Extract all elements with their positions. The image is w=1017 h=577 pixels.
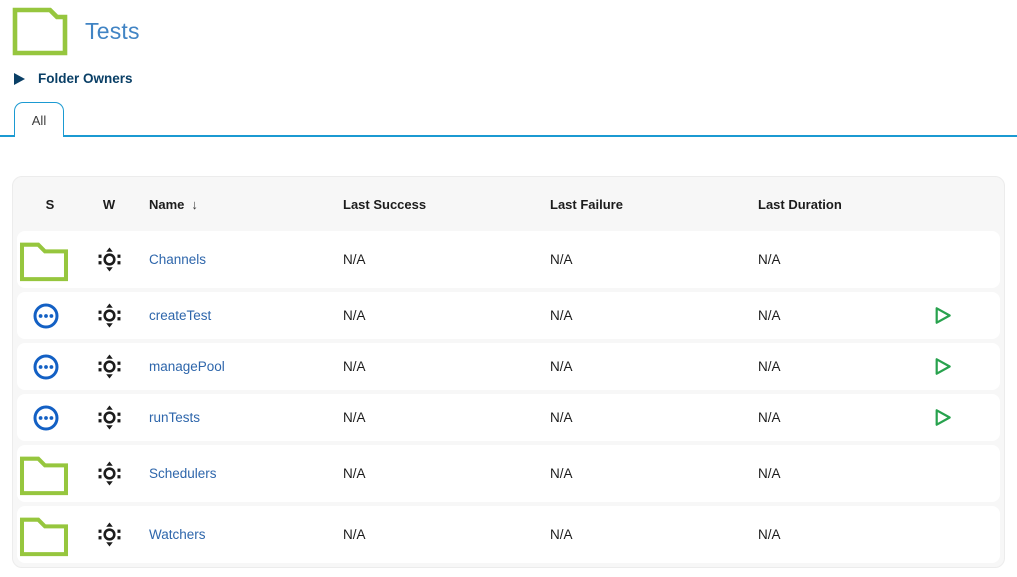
- weather-health-icon: [97, 303, 122, 328]
- run-build-button[interactable]: [928, 405, 955, 430]
- job-link[interactable]: runTests: [149, 410, 201, 425]
- last-failure-value: N/A: [550, 308, 573, 323]
- last-failure-value: N/A: [550, 252, 573, 267]
- table-row-createtest: createTest N/A N/A N/A: [17, 292, 1000, 339]
- last-failure-value: N/A: [550, 527, 573, 542]
- weather-health-icon: [97, 461, 122, 486]
- page-title: Tests: [85, 17, 140, 44]
- last-success-value: N/A: [343, 308, 366, 323]
- table-row-runtests: runTests N/A N/A N/A: [17, 394, 1000, 441]
- play-icon: [928, 405, 955, 430]
- folder-icon[interactable]: [19, 238, 69, 282]
- column-header-weather[interactable]: W: [102, 196, 116, 212]
- table-row-channels: Channels N/A N/A N/A: [17, 231, 1000, 288]
- play-icon: [928, 303, 955, 328]
- job-link[interactable]: Schedulers: [149, 466, 217, 481]
- folder-header: Tests: [0, 0, 1017, 56]
- column-header-name-label: Name: [149, 196, 185, 212]
- job-link[interactable]: Channels: [149, 252, 207, 267]
- job-link[interactable]: createTest: [149, 308, 212, 323]
- last-failure-value: N/A: [550, 466, 573, 481]
- table-header-row: S W Name ↓ Last Success Last Failure Las…: [17, 181, 1000, 227]
- column-header-name[interactable]: Name ↓: [135, 197, 335, 212]
- expand-arrow-icon: [14, 72, 25, 85]
- table-row-watchers: Watchers N/A N/A N/A: [17, 506, 1000, 563]
- last-duration-value: N/A: [758, 527, 781, 542]
- never-built-ellipsis-circle-icon[interactable]: [32, 302, 60, 330]
- tab-all[interactable]: All: [14, 102, 64, 137]
- table-row-managepool: managePool N/A N/A N/A: [17, 343, 1000, 390]
- tab-all-label: All: [31, 112, 47, 128]
- jobs-table: S W Name ↓ Last Success Last Failure Las…: [12, 176, 1005, 568]
- column-header-status[interactable]: S: [45, 196, 55, 212]
- last-duration-value: N/A: [758, 359, 781, 374]
- job-link[interactable]: Watchers: [149, 527, 206, 542]
- play-icon: [928, 354, 955, 379]
- last-duration-value: N/A: [758, 252, 781, 267]
- folder-icon: [12, 6, 68, 56]
- last-duration-value: N/A: [758, 410, 781, 425]
- run-build-button[interactable]: [928, 354, 955, 379]
- last-failure-value: N/A: [550, 359, 573, 374]
- column-header-last-duration[interactable]: Last Duration: [758, 196, 842, 212]
- never-built-ellipsis-circle-icon[interactable]: [32, 404, 60, 432]
- folder-owners-toggle[interactable]: Folder Owners: [14, 71, 133, 86]
- last-duration-value: N/A: [758, 308, 781, 323]
- job-link[interactable]: managePool: [149, 359, 225, 374]
- tab-bar: All: [0, 99, 1017, 137]
- weather-health-icon: [97, 354, 122, 379]
- column-header-last-failure[interactable]: Last Failure: [550, 196, 623, 212]
- sort-descending-icon: ↓: [191, 196, 198, 212]
- last-success-value: N/A: [343, 252, 366, 267]
- folder-owners-label: Folder Owners: [38, 71, 133, 86]
- last-success-value: N/A: [343, 359, 366, 374]
- last-failure-value: N/A: [550, 410, 573, 425]
- never-built-ellipsis-circle-icon[interactable]: [32, 353, 60, 381]
- last-success-value: N/A: [343, 410, 366, 425]
- last-success-value: N/A: [343, 527, 366, 542]
- run-build-button[interactable]: [928, 303, 955, 328]
- column-header-last-success[interactable]: Last Success: [343, 196, 427, 212]
- last-duration-value: N/A: [758, 466, 781, 481]
- weather-health-icon: [97, 247, 122, 272]
- folder-icon[interactable]: [19, 452, 69, 496]
- folder-icon[interactable]: [19, 513, 69, 557]
- weather-health-icon: [97, 405, 122, 430]
- table-row-schedulers: Schedulers N/A N/A N/A: [17, 445, 1000, 502]
- last-success-value: N/A: [343, 466, 366, 481]
- weather-health-icon: [97, 522, 122, 547]
